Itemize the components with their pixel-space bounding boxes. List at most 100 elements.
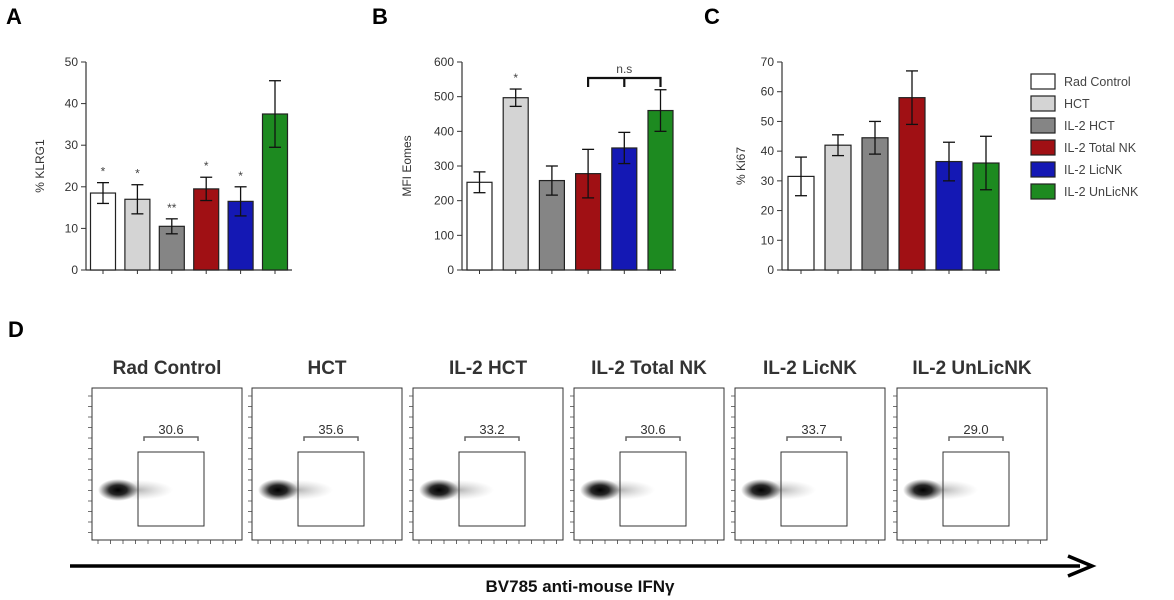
flow-panel-title: HCT [307, 358, 346, 379]
chart-c-y-tick-label: 40 [761, 144, 775, 158]
legend: Rad Control HCT IL-2 HCT IL-2 Total NK IL-2 … [1030, 73, 1139, 200]
chart-c-y-tick-label: 0 [767, 263, 774, 277]
flow-gate [780, 451, 848, 527]
panel-letter-b: B [372, 4, 388, 29]
chart-a-significance: * [238, 169, 243, 183]
flow-density-core [419, 479, 459, 501]
flow-panel-title: IL-2 LicNK [763, 358, 857, 379]
flow-gate-value: 33.7 [801, 422, 826, 437]
flow-gate-value: 33.2 [479, 422, 504, 437]
chart-b-y-tick-label: 0 [447, 263, 454, 277]
flow-gate-value: 35.6 [318, 422, 343, 437]
legend-label: IL-2 HCT [1064, 119, 1115, 133]
chart-c-y-tick-label: 20 [761, 204, 775, 218]
legend-swatch [1030, 95, 1056, 112]
flow-gate [297, 451, 365, 527]
chart-a-y-tick-label: 30 [65, 138, 79, 152]
flow-plot-frame [91, 387, 243, 541]
legend-label: IL-2 Total NK [1064, 141, 1137, 155]
flow-panel-title: IL-2 UnLicNK [912, 358, 1032, 379]
flow-gate-bracket [625, 436, 681, 441]
flow-panel: IL-2 Total NK 30.6 [570, 358, 725, 544]
flow-density-core [741, 479, 781, 501]
ifng-axis-arrow [70, 554, 1097, 578]
chart-b-bracket [587, 76, 662, 87]
legend-swatch [1030, 139, 1056, 156]
chart-a-y-tick-label: 20 [65, 180, 79, 194]
legend-swatch [1030, 183, 1056, 200]
chart-a-y-tick-label: 50 [65, 55, 79, 69]
chart-a-significance: * [101, 165, 106, 179]
flow-panels: Rad Control 30.6 HCT 35.6 IL-2 HCT 33.2 IL-2 T… [88, 358, 1048, 544]
flow-gate-value: 30.6 [640, 422, 665, 437]
flow-gate-value: 29.0 [963, 422, 988, 437]
chart-a-y-tick-label: 0 [71, 263, 78, 277]
chart-b-y-tick-label: 300 [434, 159, 454, 173]
flow-gate [458, 451, 526, 527]
flow-plot-frame [573, 387, 725, 541]
legend-label: HCT [1064, 97, 1090, 111]
chart-b-bar [466, 181, 493, 271]
flow-gate-value: 30.6 [158, 422, 183, 437]
chart-c-ki67: 0 10 20 30 40 50 60 70 % Ki67 [734, 55, 1000, 277]
chart-b-y-tick-label: 200 [434, 194, 454, 208]
panel-letter-d: D [8, 317, 24, 342]
chart-a-significance: ** [167, 201, 177, 215]
flow-panel-title: IL-2 HCT [449, 358, 528, 379]
flow-gate [137, 451, 205, 527]
chart-b-y-tick-label: 500 [434, 90, 454, 104]
chart-a-significance: * [204, 159, 209, 173]
chart-a-y-title: % KLRG1 [33, 139, 47, 193]
flow-gate-bracket [948, 436, 1004, 441]
flow-plot-frame [412, 387, 564, 541]
chart-b-bracket-label: n.s [616, 62, 632, 76]
flow-plot-frame [734, 387, 886, 541]
flow-panel: IL-2 HCT 33.2 [409, 358, 564, 544]
chart-c-bar [898, 97, 926, 271]
flow-density-core [98, 479, 138, 501]
flow-panel-title: Rad Control [113, 358, 222, 379]
chart-c-bar [824, 144, 852, 271]
chart-b-y-title: MFI Eomes [400, 135, 414, 196]
flow-panel-title: IL-2 Total NK [591, 358, 707, 379]
flow-density-core [258, 479, 298, 501]
chart-c-bar [861, 137, 889, 271]
legend-swatch [1030, 73, 1056, 90]
legend-label: Rad Control [1064, 75, 1131, 89]
chart-b-y-tick-label: 100 [434, 228, 454, 242]
flow-gate-bracket [143, 436, 199, 441]
flow-density-core [903, 479, 943, 501]
chart-a-y-tick-label: 10 [65, 221, 79, 235]
flow-axis-ticks [88, 395, 236, 544]
chart-a-significance: * [135, 167, 140, 181]
flow-plot-frame [896, 387, 1048, 541]
chart-b-bar [502, 97, 529, 271]
legend-swatch [1030, 117, 1056, 134]
chart-c-y-tick-label: 50 [761, 114, 775, 128]
chart-a-y-tick-label: 40 [65, 97, 79, 111]
chart-b-significance: * [513, 71, 518, 85]
chart-b-y-tick-label: 400 [434, 124, 454, 138]
flow-panel: IL-2 UnLicNK 29.0 [893, 358, 1048, 544]
chart-b-eomes: 0 100 200 300 400 500 600 MFI Eomes * n.s [400, 55, 676, 277]
chart-b-bar [611, 147, 638, 271]
panel-letter-c: C [704, 4, 720, 29]
legend-label: IL-2 UnLicNK [1064, 185, 1139, 199]
flow-gate-bracket [786, 436, 842, 441]
chart-c-y-tick-label: 10 [761, 233, 775, 247]
ifng-axis-arrowhead [1067, 554, 1097, 578]
legend-swatch [1030, 161, 1056, 178]
chart-c-y-title: % Ki67 [734, 147, 748, 185]
flow-axis-ticks [248, 395, 396, 544]
chart-c-y-tick-label: 30 [761, 174, 775, 188]
chart-a-bar [193, 188, 220, 271]
chart-b-y-tick-label: 600 [434, 55, 454, 69]
flow-axis-ticks [409, 395, 557, 544]
flow-panel: Rad Control 30.6 [88, 358, 243, 544]
chart-c-y-tick-label: 60 [761, 85, 775, 99]
chart-b-bar [647, 109, 674, 271]
flow-gate [942, 451, 1010, 527]
flow-panel: IL-2 LicNK 33.7 [731, 358, 886, 544]
